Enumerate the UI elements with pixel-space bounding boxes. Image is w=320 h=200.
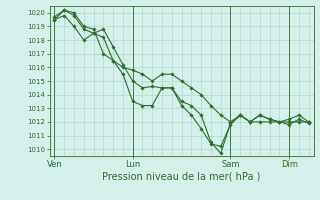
X-axis label: Pression niveau de la mer( hPa ): Pression niveau de la mer( hPa ) <box>102 172 261 182</box>
